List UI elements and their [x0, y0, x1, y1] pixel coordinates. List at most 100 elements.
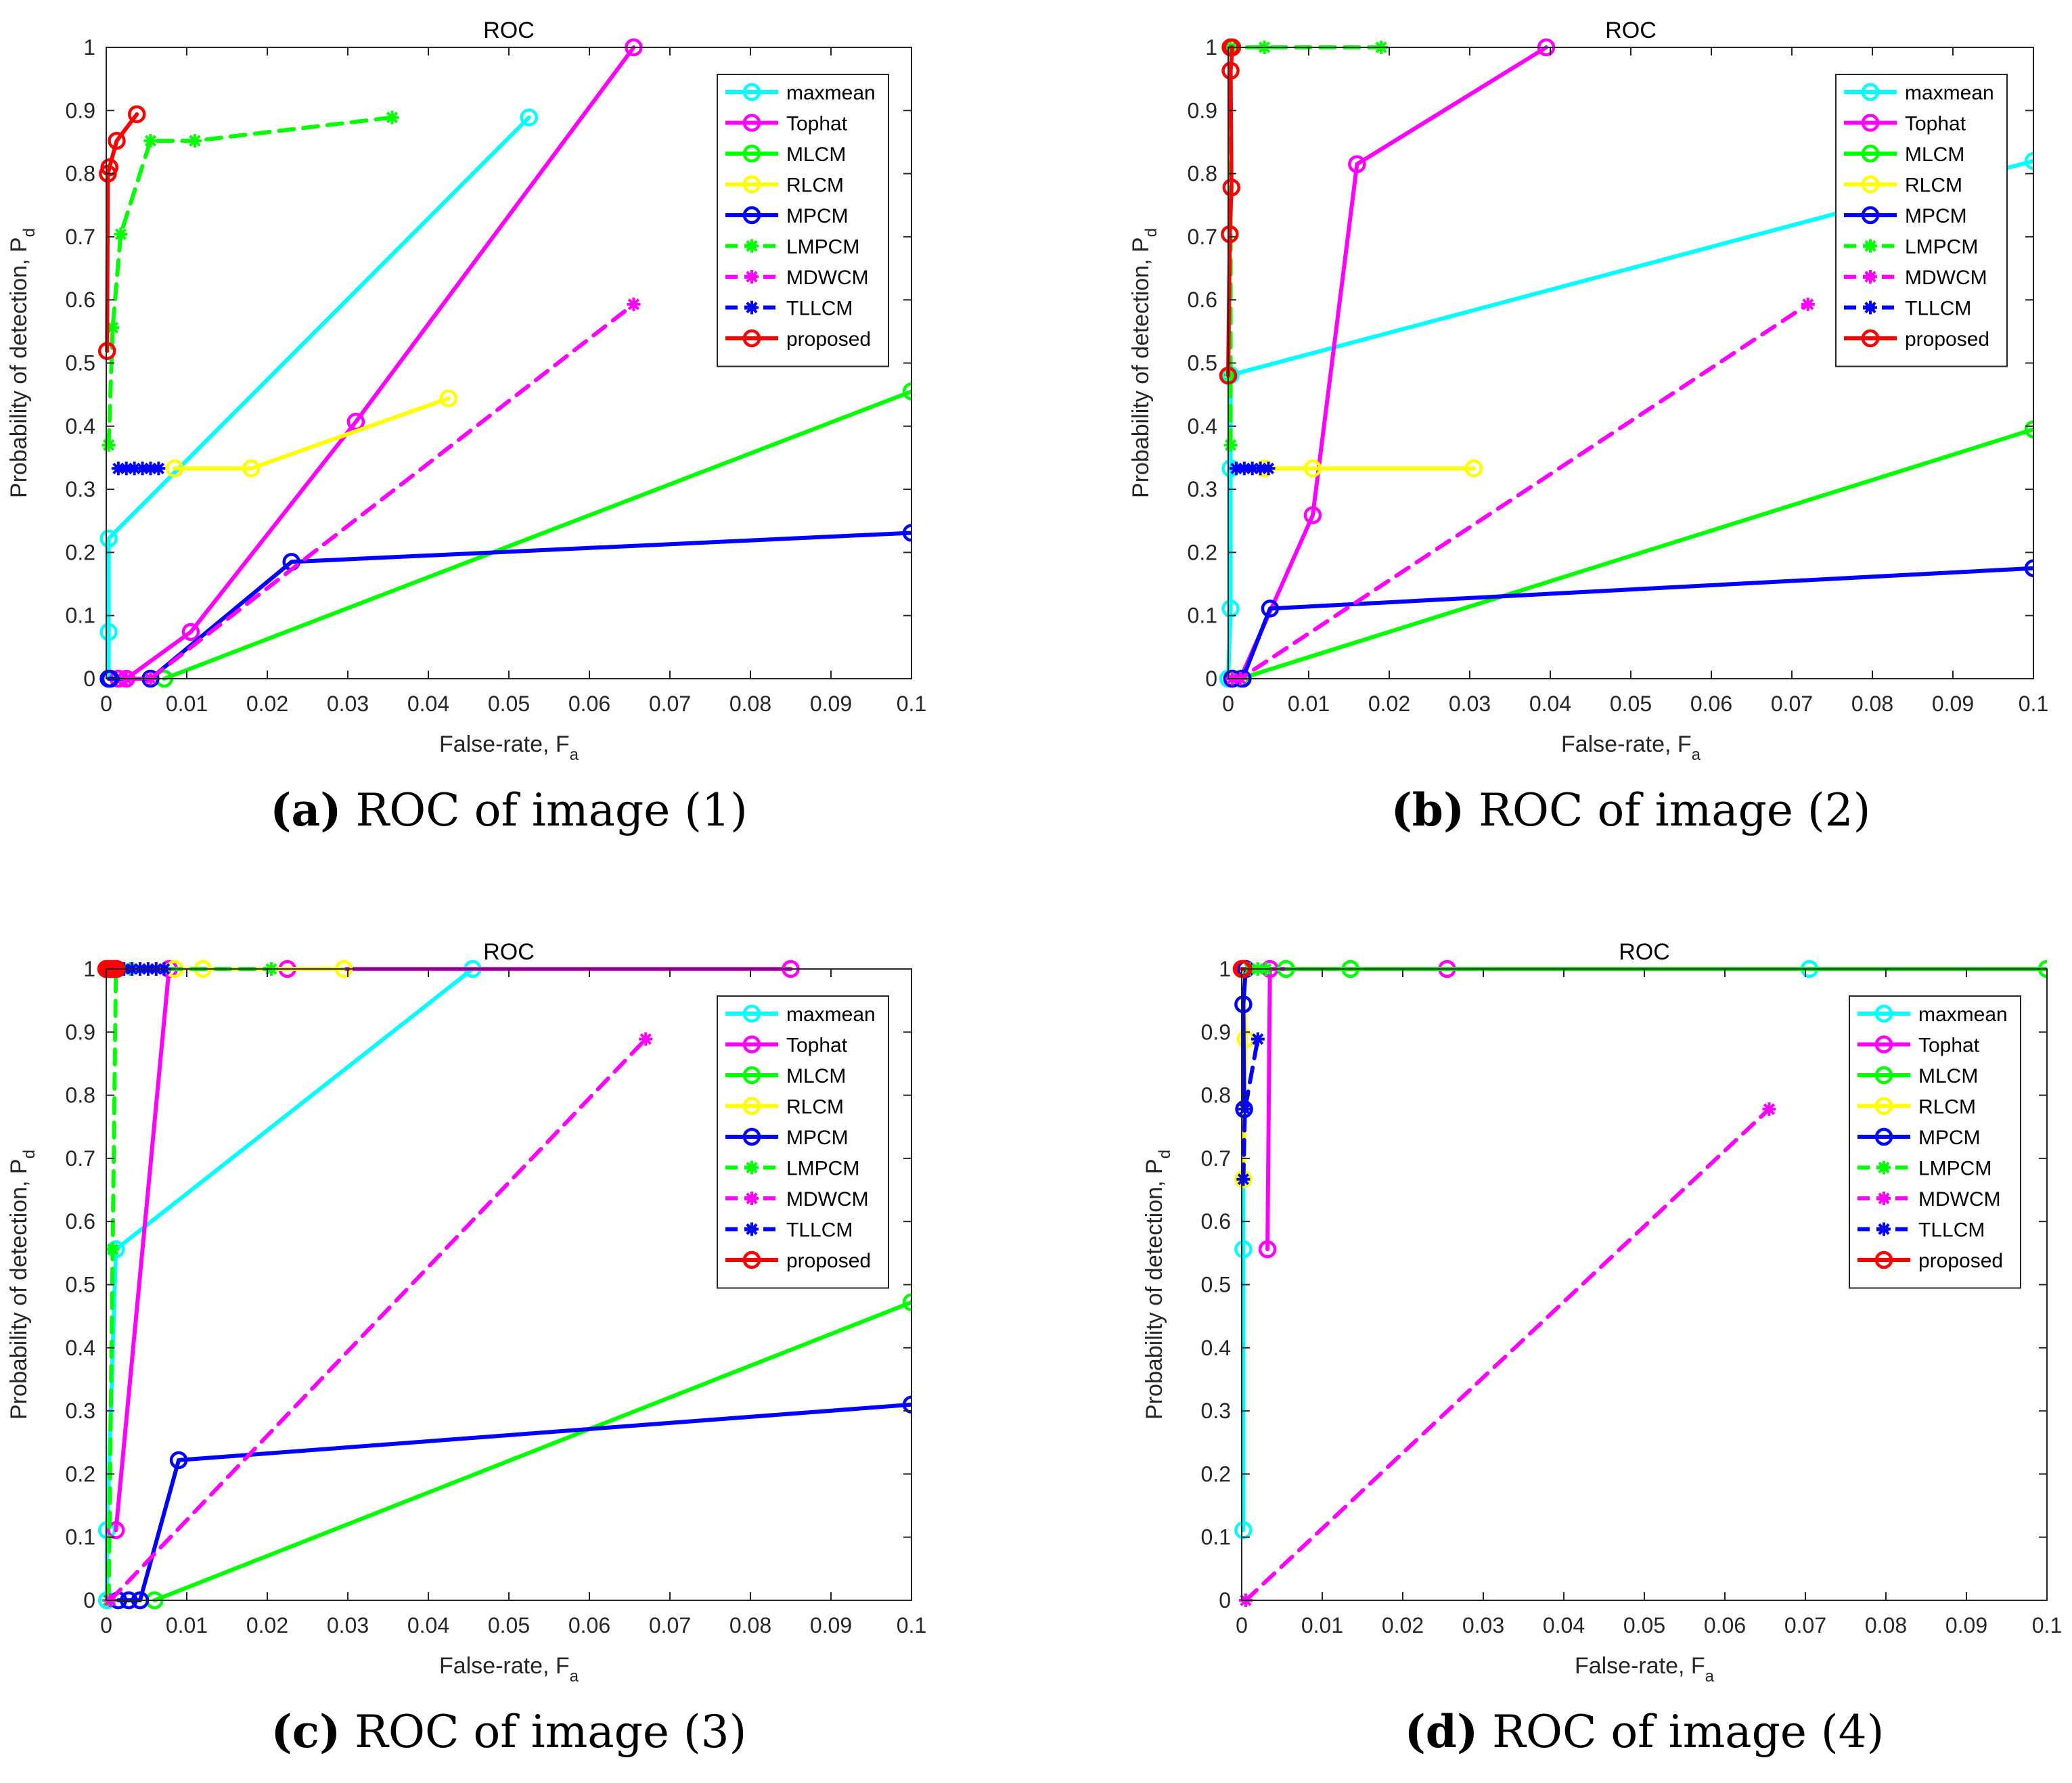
legend-marker: [745, 1192, 759, 1205]
legend-item-MDWCM: MDWCM: [725, 267, 869, 289]
x-tick-label: 0.01: [166, 1613, 208, 1638]
y-tick-label: 0.4: [66, 1336, 95, 1360]
x-tick-label: 0.09: [1945, 1613, 1987, 1638]
legend-label: MPCM: [786, 1127, 849, 1149]
legend-label: MLCM: [786, 143, 846, 166]
legend-label: LMPCM: [786, 1158, 859, 1180]
legend-marker: [1877, 1192, 1891, 1205]
legend-item-Tophat: Tophat: [1857, 1035, 1980, 1057]
x-tick-label: 0.09: [810, 692, 852, 716]
y-axis-label: Probability of detection, Pd: [1142, 1150, 1174, 1420]
legend-item-MDWCM: MDWCM: [1857, 1188, 2001, 1211]
y-tick-label: 0.1: [66, 1525, 95, 1550]
legend-item-proposed: proposed: [725, 1250, 871, 1272]
legend-label: maxmean: [786, 1003, 876, 1026]
legend-item-RLCM: RLCM: [725, 175, 844, 197]
point-LMPCM: [106, 1242, 120, 1257]
x-tick-label: 0.04: [407, 692, 449, 716]
legend-marker: [1874, 1066, 1893, 1085]
x-tick-label: 0.08: [729, 692, 771, 716]
y-tick-label: 0.5: [66, 1273, 95, 1297]
y-tick-label: 0.9: [66, 1020, 95, 1044]
y-tick-label: 0.8: [66, 162, 95, 186]
x-tick-label: 0.05: [488, 692, 530, 716]
point-RLCM: [439, 389, 457, 407]
series-line-MLCM: [152, 1300, 911, 1602]
point-maxmean: [99, 623, 118, 641]
y-tick-label: 0.9: [1188, 98, 1217, 122]
legend-item-Tophat: Tophat: [725, 1035, 848, 1057]
legend-label: TLLCM: [1905, 298, 1971, 320]
y-axis-label: Probability of detection, Pd: [6, 1150, 39, 1420]
legend-label: MLCM: [786, 1065, 846, 1087]
series-line-TLLCM: [1241, 1037, 1260, 1181]
legend-label: TLLCM: [1918, 1219, 1985, 1242]
point-LMPCM: [102, 438, 116, 452]
x-tick-label: 0.08: [729, 1613, 771, 1638]
legend-label: MLCM: [1918, 1065, 1978, 1087]
legend-item-proposed: proposed: [1857, 1250, 2003, 1272]
y-axis-label: Probability of detection, Pd: [1128, 228, 1161, 498]
point-LMPCM: [385, 110, 399, 125]
x-tick-label: 0.07: [1784, 1613, 1826, 1638]
y-tick-label: 0.9: [66, 98, 95, 122]
x-tick-label: 0.06: [1704, 1613, 1746, 1638]
x-tick-label: 0.1: [897, 692, 926, 716]
legend-item-LMPCM: LMPCM: [725, 236, 859, 258]
chart-title: ROC: [1605, 18, 1657, 43]
legend-item-maxmean: maxmean: [725, 82, 876, 104]
legend-item-MLCM: MLCM: [725, 143, 846, 166]
x-axis-label: False-rate, Fa: [439, 731, 579, 764]
legend-label: MDWCM: [786, 1188, 869, 1211]
point-LMPCM: [1223, 438, 1238, 452]
point-MDWCM: [1801, 297, 1815, 311]
x-tick-label: 0.03: [327, 692, 369, 716]
roc-panel-b: 0 0.01 0.02 0.03 0.04 0.05 0.06 0.07 0.08 0.09 0.1…: [1128, 18, 2048, 836]
point-Tophat: [1303, 506, 1322, 524]
y-tick-label: 0.5: [66, 351, 95, 376]
legend-marker: [1861, 206, 1880, 225]
point-MDWCM: [627, 297, 641, 311]
legend-item-MLCM: MLCM: [1844, 143, 1964, 166]
point-MDWCM: [1762, 1102, 1776, 1116]
y-tick-label: 0.2: [66, 1462, 95, 1486]
legend-marker: [1874, 1035, 1893, 1054]
point-TLLCM: [1261, 461, 1276, 476]
point-LMPCM: [187, 134, 202, 148]
legend-marker: [742, 1127, 761, 1146]
y-tick-label: 0.7: [66, 225, 95, 249]
panel-caption: (b) ROC of image (2): [1391, 784, 1871, 836]
point-maxmean: [520, 108, 538, 127]
point-MDWCM: [639, 1032, 653, 1046]
point-Tophat: [1258, 1240, 1277, 1259]
point-proposed: [1221, 62, 1240, 80]
panel-caption: (a) ROC of image (1): [270, 784, 747, 836]
x-tick-label: 0: [100, 1613, 112, 1638]
panel-caption: (d) ROC of image (4): [1405, 1705, 1885, 1758]
y-tick-label: 0: [83, 667, 95, 691]
point-proposed: [127, 105, 146, 124]
x-tick-label: 0: [100, 692, 112, 716]
legend-label: MDWCM: [1918, 1188, 2001, 1211]
x-tick-label: 0.07: [1771, 692, 1813, 716]
legend-item-TLLCM: TLLCM: [1857, 1219, 1985, 1242]
legend-label: Tophat: [786, 1035, 848, 1057]
x-tick-label: 0.05: [1610, 692, 1652, 716]
legend-label: MDWCM: [1905, 267, 1987, 289]
point-proposed: [100, 158, 119, 177]
legend-label: MPCM: [786, 205, 849, 227]
legend-marker: [1861, 175, 1880, 194]
point-maxmean: [2024, 152, 2033, 171]
legend: maxmean Tophat MLCM RLCM MPCM LMPCM MDWCM TLLCM…: [1849, 995, 2021, 1289]
legend-marker: [745, 300, 759, 315]
legend-marker: [742, 83, 761, 101]
legend-label: Tophat: [1905, 113, 1966, 135]
x-tick-label: 0.06: [1690, 692, 1732, 716]
legend-item-MLCM: MLCM: [725, 1065, 846, 1087]
x-tick-label: 0.05: [488, 1613, 530, 1638]
legend-marker: [1874, 1004, 1893, 1023]
legend-marker: [1861, 114, 1880, 132]
legend-item-MPCM: MPCM: [1844, 205, 1967, 227]
y-tick-label: 0: [1219, 1588, 1231, 1612]
